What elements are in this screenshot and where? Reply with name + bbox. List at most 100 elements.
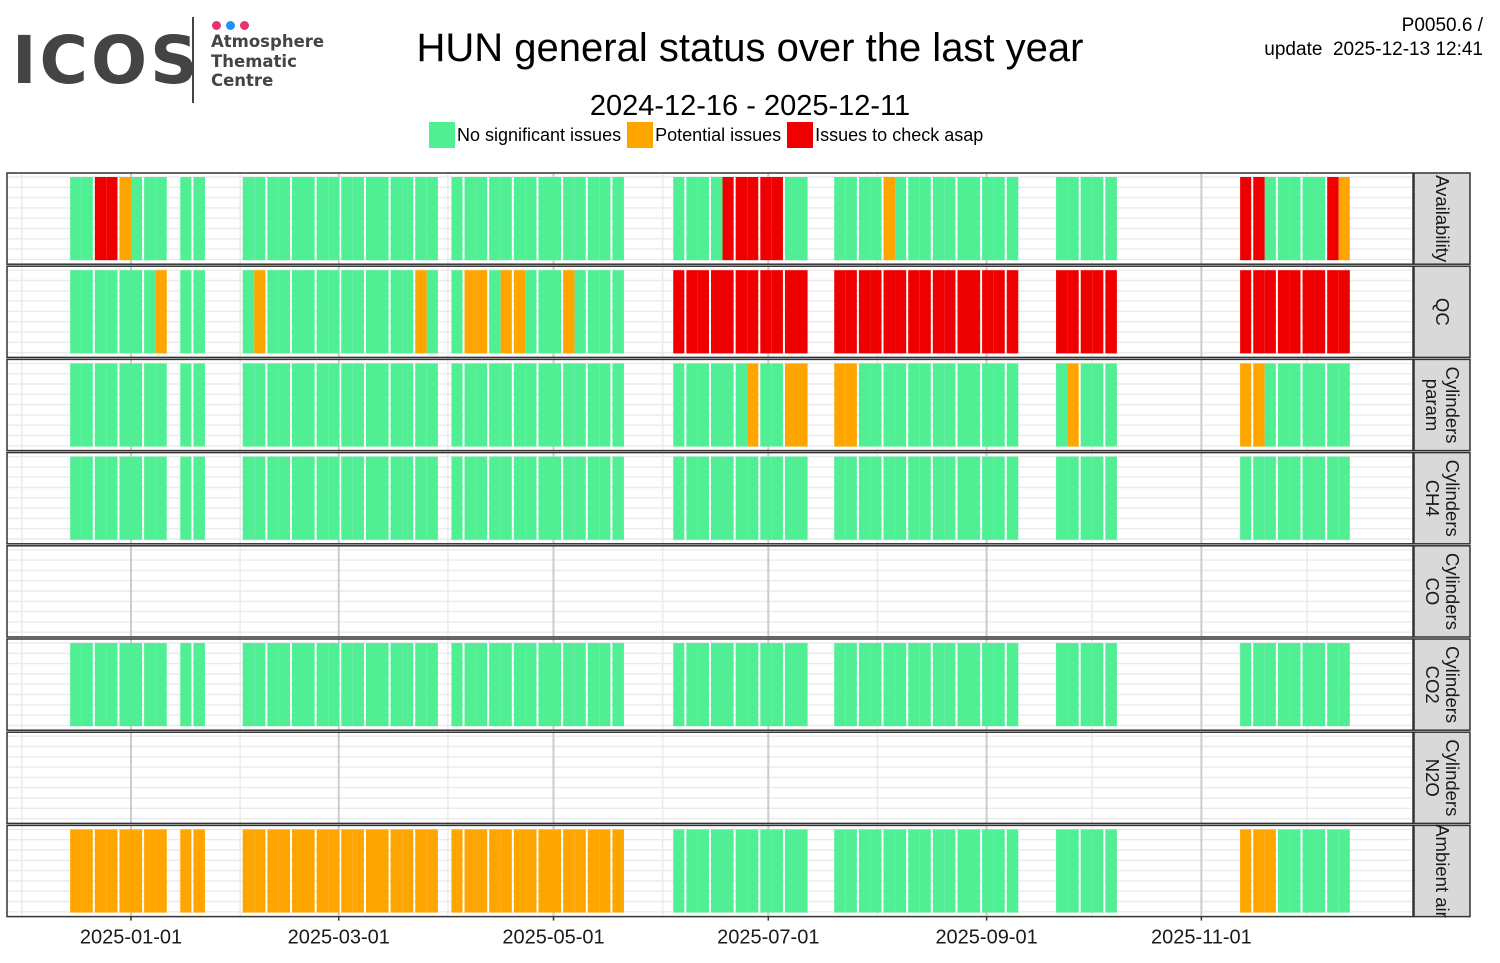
- status-cell-no-significant-issues: [845, 829, 857, 913]
- status-cell-no-significant-issues: [525, 456, 537, 540]
- status-cell-no-significant-issues: [722, 363, 734, 447]
- status-cell-no-significant-issues: [1302, 456, 1315, 540]
- status-cell-no-significant-issues: [1314, 456, 1326, 540]
- status-cell-no-significant-issues: [70, 643, 82, 727]
- status-cell-potential-issues: [563, 829, 575, 913]
- status-cell-potential-issues: [390, 829, 403, 913]
- status-cell-potential-issues: [180, 829, 192, 913]
- status-cell-no-significant-issues: [1338, 829, 1350, 913]
- status-cell-no-significant-issues: [513, 363, 526, 447]
- status-cell-no-significant-issues: [908, 829, 920, 913]
- status-cell-issues-to-check-asap: [106, 177, 118, 261]
- status-cell-no-significant-issues: [771, 456, 783, 540]
- status-cell-no-significant-issues: [402, 643, 414, 727]
- status-cell-no-significant-issues: [784, 829, 797, 913]
- status-cell-no-significant-issues: [242, 643, 255, 727]
- status-cell-no-significant-issues: [131, 643, 143, 727]
- facet-strip: [1413, 358, 1471, 452]
- status-cell-no-significant-issues: [673, 363, 685, 447]
- status-cell-no-significant-issues: [722, 829, 734, 913]
- status-cell-no-significant-issues: [1105, 177, 1117, 261]
- status-cell-no-significant-issues: [858, 177, 871, 261]
- status-cell-potential-issues: [267, 829, 279, 913]
- status-cell-no-significant-issues: [1056, 177, 1068, 261]
- status-cell-no-significant-issues: [711, 177, 723, 261]
- status-cell-issues-to-check-asap: [858, 270, 871, 354]
- status-cell-no-significant-issues: [834, 177, 846, 261]
- status-cell-no-significant-issues: [883, 456, 896, 540]
- status-cell-no-significant-issues: [1253, 456, 1265, 540]
- status-cell-no-significant-issues: [944, 177, 956, 261]
- status-cell-no-significant-issues: [908, 456, 920, 540]
- status-cell-no-significant-issues: [303, 177, 315, 261]
- status-cell-no-significant-issues: [106, 363, 118, 447]
- status-cell-potential-issues: [1338, 177, 1350, 261]
- status-cell-issues-to-check-asap: [1327, 177, 1339, 261]
- status-cell-no-significant-issues: [574, 177, 586, 261]
- status-cell-issues-to-check-asap: [919, 270, 931, 354]
- status-cell-no-significant-issues: [390, 270, 403, 354]
- legend-swatch-orange: [627, 122, 654, 148]
- status-cell-no-significant-issues: [390, 177, 403, 261]
- status-cell-no-significant-issues: [883, 363, 896, 447]
- status-cell-no-significant-issues: [574, 270, 586, 354]
- status-cell-no-significant-issues: [858, 829, 871, 913]
- status-cell-issues-to-check-asap: [94, 177, 107, 261]
- status-cell-no-significant-issues: [969, 456, 981, 540]
- status-cell-no-significant-issues: [476, 456, 488, 540]
- status-cell-issues-to-check-asap: [735, 177, 748, 261]
- status-cell-no-significant-issues: [1240, 456, 1252, 540]
- status-cell-no-significant-issues: [390, 363, 403, 447]
- facet-label: CylindersCO: [1422, 553, 1463, 630]
- status-cell-no-significant-issues: [870, 643, 882, 727]
- status-cell-potential-issues: [550, 829, 562, 913]
- status-cell-no-significant-issues: [1006, 363, 1019, 447]
- status-cell-no-significant-issues: [858, 456, 871, 540]
- facet-label-line: Cylinders: [1442, 646, 1463, 723]
- status-cell-no-significant-issues: [426, 363, 438, 447]
- status-cell-no-significant-issues: [292, 177, 304, 261]
- status-cell-no-significant-issues: [1277, 177, 1290, 261]
- status-cell-no-significant-issues: [278, 270, 290, 354]
- status-cell-no-significant-issues: [81, 177, 93, 261]
- facet-row: CylindersN2O: [6, 731, 1471, 825]
- status-cell-potential-issues: [254, 829, 266, 913]
- status-cell-potential-issues: [377, 829, 389, 913]
- status-cell-potential-issues: [612, 829, 624, 913]
- facet-label: Availability: [1432, 175, 1453, 263]
- status-cell-no-significant-issues: [451, 456, 463, 540]
- facet-row: Ambient air: [6, 824, 1471, 918]
- status-cell-no-significant-issues: [1006, 177, 1019, 261]
- status-cell-no-significant-issues: [513, 456, 526, 540]
- status-cell-no-significant-issues: [328, 177, 340, 261]
- status-cell-potential-issues: [303, 829, 315, 913]
- version-info: P0050.6 / update 2025-12-13 12:41: [1264, 14, 1483, 62]
- status-cell-no-significant-issues: [957, 363, 969, 447]
- status-cell-no-significant-issues: [796, 177, 808, 261]
- facet-label-line: CO2: [1422, 666, 1443, 704]
- status-cell-issues-to-check-asap: [760, 270, 772, 354]
- status-cell-no-significant-issues: [982, 456, 994, 540]
- status-cell-no-significant-issues: [957, 643, 969, 727]
- status-cell-no-significant-issues: [316, 270, 329, 354]
- facet-row: CylindersCO: [6, 545, 1471, 638]
- status-cell-no-significant-issues: [982, 643, 994, 727]
- status-cell-no-significant-issues: [377, 643, 389, 727]
- status-cell-no-significant-issues: [932, 456, 945, 540]
- status-cell-no-significant-issues: [612, 456, 624, 540]
- status-cell-no-significant-issues: [119, 270, 131, 354]
- status-cell-no-significant-issues: [155, 363, 167, 447]
- status-cell-no-significant-issues: [587, 177, 600, 261]
- status-cell-no-significant-issues: [180, 363, 192, 447]
- status-cell-potential-issues: [328, 829, 340, 913]
- status-cell-no-significant-issues: [254, 177, 266, 261]
- status-cell-issues-to-check-asap: [908, 270, 920, 354]
- status-cell-no-significant-issues: [1289, 456, 1301, 540]
- status-cell-no-significant-issues: [870, 177, 882, 261]
- status-cell-no-significant-issues: [993, 456, 1005, 540]
- status-cell-no-significant-issues: [267, 643, 279, 727]
- status-cell-no-significant-issues: [969, 177, 981, 261]
- status-cell-no-significant-issues: [711, 456, 723, 540]
- status-cell-no-significant-issues: [735, 456, 748, 540]
- status-cell-potential-issues: [131, 829, 143, 913]
